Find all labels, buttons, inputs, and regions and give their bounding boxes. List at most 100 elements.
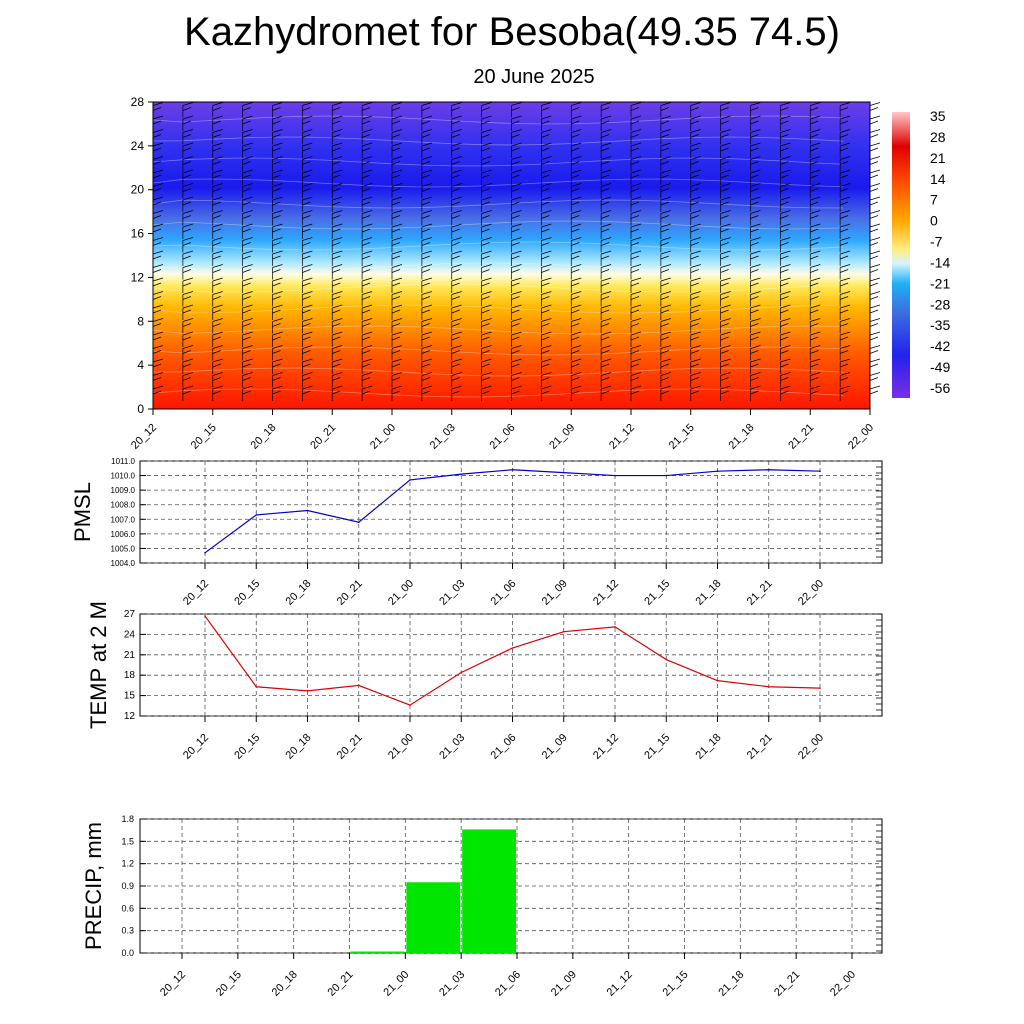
wind-barb-flag: [571, 196, 582, 201]
wind-barb-flag: [182, 372, 193, 376]
wind-barb-flag: [690, 250, 701, 255]
wind-barb-flag: [690, 174, 699, 179]
wind-barb-flag: [362, 323, 371, 327]
wind-barb-flag: [242, 102, 253, 106]
wind-barb-flag: [571, 323, 580, 327]
wind-barb-flag: [660, 142, 671, 147]
wind-barb: [660, 372, 671, 388]
wind-barb-flag: [362, 345, 373, 349]
wind-barb-flag: [571, 291, 582, 295]
wind-barb-flag: [421, 318, 432, 322]
wind-barb-flag: [362, 183, 373, 187]
wind-barb: [780, 250, 791, 266]
wind-barb-flag: [810, 363, 819, 368]
wind-barb-flag: [421, 250, 432, 255]
wind-barb-flag: [511, 142, 522, 147]
precip-bar: [462, 829, 516, 953]
wind-barb-flag: [511, 210, 522, 214]
wind-barb-flag: [362, 223, 373, 228]
wind-barb-flag: [810, 215, 819, 219]
wind-barb-flag: [690, 161, 699, 165]
wind-barb-flag: [690, 169, 701, 174]
wind-barb: [212, 210, 223, 226]
wind-barb-flag: [690, 377, 699, 381]
wind-barb-flag: [869, 156, 881, 160]
wind-barb: [361, 115, 373, 131]
wind-barb-flag: [660, 255, 669, 260]
pmsl-point: [716, 470, 719, 473]
wind-barb-flag: [660, 183, 671, 187]
wind-barb-flag: [302, 223, 313, 228]
wind-barb-flag: [391, 115, 403, 120]
wind-barb: [750, 372, 761, 388]
wind-barb-flag: [212, 156, 223, 160]
wind-barb-flag: [750, 269, 759, 273]
precip-y-tick-label: 0.9: [121, 881, 134, 891]
wind-barb-flag: [332, 269, 341, 273]
wind-barb: [182, 156, 193, 172]
wind-barb-flag: [601, 134, 610, 138]
wind-barb-flag: [601, 331, 612, 336]
wind-barb-flag: [182, 250, 193, 255]
wind-barb-flag: [242, 228, 251, 233]
wind-barb-flag: [720, 129, 731, 133]
wind-barb-flag: [571, 142, 582, 147]
wind-barb: [720, 142, 731, 158]
wind-barb-flag: [391, 345, 403, 349]
wind-barb: [570, 385, 582, 401]
wind-barb: [361, 142, 373, 158]
wind-barb-flag: [242, 174, 251, 179]
wind-barb-flag: [152, 142, 164, 147]
wind-barb: [869, 223, 881, 239]
wind-barb: [481, 277, 492, 293]
wind-barb: [720, 358, 731, 374]
wind-barb: [720, 277, 731, 293]
wind-barb-flag: [421, 120, 430, 125]
wind-barb-flag: [750, 183, 761, 187]
wind-barb: [541, 169, 552, 185]
wind-barb-flag: [840, 215, 849, 219]
wind-barb-flag: [302, 228, 311, 233]
wind-barb-flag: [391, 282, 401, 287]
wind-barb-flag: [451, 169, 462, 174]
wind-barb: [331, 115, 343, 131]
wind-barb-flag: [511, 372, 522, 376]
wind-barb-flag: [511, 107, 520, 111]
wind-barb-flag: [660, 120, 669, 125]
wind-barb-flag: [451, 129, 462, 133]
wind-barb: [630, 331, 642, 347]
wind-barb: [839, 277, 851, 293]
wind-barb: [182, 210, 193, 226]
wind-barb-flag: [660, 156, 671, 160]
wind-barb-flag: [391, 161, 401, 165]
wind-barb-flag: [362, 318, 373, 322]
wind-barb: [660, 142, 671, 158]
wind-barb-flag: [840, 255, 849, 260]
wind-barb-flag: [421, 223, 432, 228]
wind-barb-flag: [302, 169, 313, 174]
wind-barb: [660, 183, 671, 199]
wind-barb: [421, 142, 432, 158]
wind-barb-flag: [630, 350, 640, 354]
wind-barb-flag: [571, 250, 582, 255]
wind-barb: [720, 196, 731, 212]
wind-barb: [750, 291, 761, 307]
wind-barb: [451, 237, 462, 253]
wind-barb-flag: [780, 277, 791, 282]
wind-barb-flag: [571, 210, 582, 214]
wind-barb-flag: [541, 304, 552, 309]
wind-barb-flag: [780, 309, 789, 314]
wind-barb-flag: [720, 264, 731, 268]
wind-barb-flag: [272, 134, 281, 138]
temp-frame: [139, 613, 883, 717]
wind-barb-flag: [720, 115, 731, 120]
wind-barb-flag: [750, 350, 759, 354]
wind-barb: [242, 372, 253, 388]
wind-barb-flag: [750, 282, 759, 287]
wind-barb-flag: [481, 323, 490, 327]
wind-barb-flag: [720, 296, 729, 300]
wind-barb: [720, 115, 731, 131]
wind-barb-flag: [182, 385, 193, 390]
wind-barb-flag: [391, 215, 401, 219]
wind-barb-flag: [302, 318, 313, 322]
